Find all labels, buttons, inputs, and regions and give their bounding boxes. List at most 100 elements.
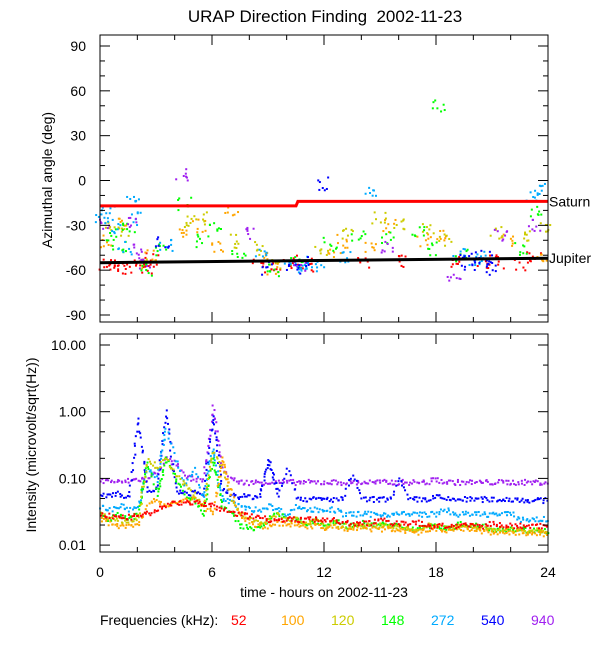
intensity-point-120 <box>172 468 175 471</box>
intensity-point-940 <box>411 482 414 485</box>
intensity-point-52 <box>211 502 214 505</box>
intensity-point-272 <box>435 515 438 518</box>
intensity-point-52 <box>269 521 272 524</box>
intensity-point-148 <box>361 519 364 522</box>
intensity-point-120 <box>427 525 430 528</box>
data-point-272 <box>97 215 100 218</box>
intensity-point-120 <box>523 529 526 532</box>
intensity-point-540 <box>212 419 215 422</box>
intensity-point-52 <box>441 522 444 525</box>
intensity-point-940 <box>281 479 284 482</box>
intensity-point-52 <box>243 513 246 516</box>
intensity-point-940 <box>485 479 488 482</box>
intensity-point-52 <box>157 509 160 512</box>
intensity-point-272 <box>111 510 114 513</box>
intensity-point-52 <box>521 527 524 530</box>
intensity-point-120 <box>297 519 300 522</box>
data-point-148 <box>243 252 246 255</box>
intensity-point-540 <box>306 500 309 503</box>
intensity-point-52 <box>330 519 333 522</box>
intensity-point-540 <box>304 497 307 500</box>
intensity-point-148 <box>312 522 315 525</box>
intensity-point-272 <box>430 511 433 514</box>
intensity-point-52 <box>436 523 439 526</box>
data-point-148 <box>231 253 234 256</box>
intensity-point-940 <box>107 479 110 482</box>
intensity-point-148 <box>283 515 286 518</box>
intensity-point-148 <box>201 512 204 515</box>
intensity-point-52 <box>184 501 187 504</box>
intensity-point-940 <box>288 479 291 482</box>
intensity-point-540 <box>268 460 271 463</box>
data-point-272 <box>129 197 132 200</box>
intensity-point-52 <box>143 511 146 514</box>
intensity-point-272 <box>537 520 540 523</box>
intensity-point-540 <box>179 489 182 492</box>
intensity-point-540 <box>137 417 140 420</box>
intensity-point-148 <box>102 515 105 518</box>
intensity-point-540 <box>310 498 313 501</box>
intensity-point-540 <box>393 490 396 493</box>
intensity-point-148 <box>178 483 181 486</box>
data-point-940 <box>142 258 145 261</box>
intensity-point-940 <box>252 482 255 485</box>
intensity-point-52 <box>148 512 151 515</box>
intensity-point-120 <box>344 522 347 525</box>
data-point-272 <box>101 206 104 209</box>
intensity-point-52 <box>346 521 349 524</box>
intensity-point-100 <box>302 524 305 527</box>
data-point-540 <box>157 236 160 239</box>
intensity-point-272 <box>375 512 378 515</box>
intensity-point-100 <box>511 530 514 533</box>
intensity-point-52 <box>486 524 489 527</box>
intensity-point-100 <box>233 496 236 499</box>
intensity-point-148 <box>213 469 216 472</box>
data-point-540 <box>288 263 291 266</box>
intensity-point-100 <box>152 497 155 500</box>
data-point-120 <box>279 267 282 270</box>
intensity-point-940 <box>436 477 439 480</box>
intensity-point-272 <box>526 518 529 521</box>
intensity-point-100 <box>441 529 444 532</box>
intensity-point-52 <box>133 513 136 516</box>
intensity-point-120 <box>209 468 212 471</box>
intensity-point-540 <box>389 497 392 500</box>
intensity-point-272 <box>283 513 286 516</box>
intensity-point-148 <box>208 476 211 479</box>
intensity-point-148 <box>380 522 383 525</box>
intensity-point-940 <box>201 480 204 483</box>
data-point-148 <box>435 241 438 244</box>
intensity-point-940 <box>251 480 254 483</box>
x-tick-label: 12 <box>316 564 332 580</box>
intensity-point-540 <box>269 461 272 464</box>
intensity-point-272 <box>197 475 200 478</box>
data-point-52 <box>398 260 401 263</box>
intensity-point-52 <box>115 515 118 518</box>
intensity-point-100 <box>331 526 334 529</box>
intensity-point-540 <box>486 499 489 502</box>
intensity-point-272 <box>442 510 445 513</box>
data-point-940 <box>446 275 449 278</box>
intensity-point-940 <box>385 479 388 482</box>
intensity-point-940 <box>214 430 217 433</box>
intensity-point-940 <box>327 482 330 485</box>
intensity-point-940 <box>293 481 296 484</box>
data-point-52 <box>495 254 498 257</box>
data-point-100 <box>217 240 220 243</box>
data-point-52 <box>518 261 521 264</box>
data-point-52 <box>275 268 278 271</box>
intensity-point-120 <box>529 529 532 532</box>
intensity-point-100 <box>258 524 261 527</box>
intensity-point-52 <box>264 515 267 518</box>
data-point-148 <box>322 236 325 239</box>
intensity-point-940 <box>507 479 510 482</box>
intensity-point-272 <box>433 512 436 515</box>
intensity-point-120 <box>127 521 130 524</box>
intensity-point-272 <box>363 512 366 515</box>
intensity-point-272 <box>428 515 431 518</box>
intensity-point-52 <box>307 516 310 519</box>
data-point-52 <box>515 268 518 271</box>
data-point-100 <box>393 222 396 225</box>
data-point-120 <box>185 221 188 224</box>
intensity-point-272 <box>421 515 424 518</box>
